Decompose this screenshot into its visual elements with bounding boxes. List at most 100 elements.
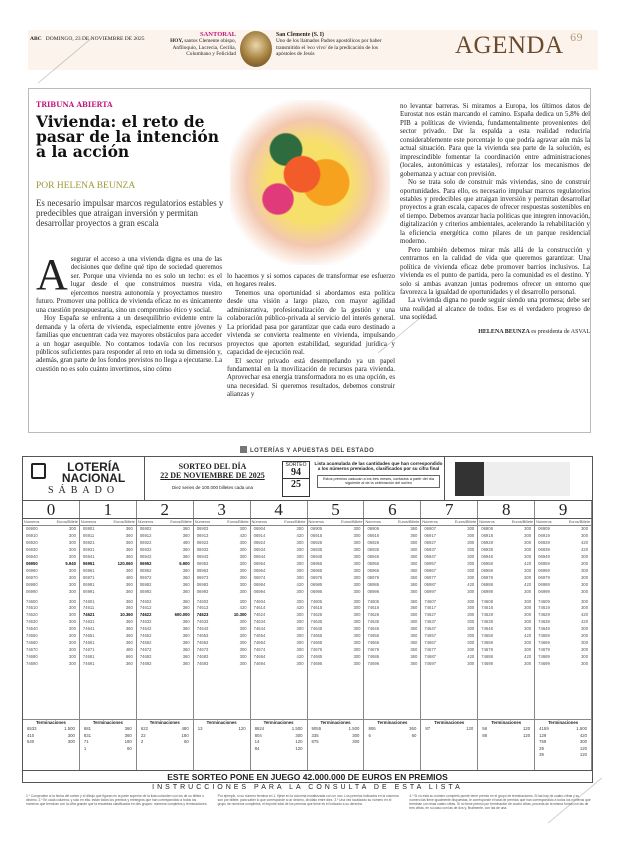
prize-amount: 480 xyxy=(182,539,190,545)
ticket-number: 06920 xyxy=(26,539,38,545)
table-row: 74611 360 xyxy=(80,605,136,612)
prize-amount: 300 xyxy=(353,581,361,587)
ticket-number: 74637 xyxy=(424,619,436,625)
ticket-number: 06952 xyxy=(139,560,152,566)
prize-amount: 360 xyxy=(182,546,190,552)
table-row: 06915 300 xyxy=(308,533,364,540)
table-row: 06959 300 xyxy=(535,561,591,568)
ticket-number: 74609 xyxy=(538,598,550,604)
termination-column: Terminaciones 13 120 xyxy=(194,720,251,770)
table-row: 06990 300 xyxy=(23,589,79,596)
prize-amount: 300 xyxy=(467,526,475,531)
table-row: 74607 300 xyxy=(421,599,477,606)
column-header: Números Euros/Billete xyxy=(535,520,592,526)
header-band xyxy=(28,30,598,70)
digit-header: 4 xyxy=(251,501,308,519)
ticket-number: 74694 xyxy=(253,661,266,667)
prize-amount: 300 xyxy=(524,661,532,667)
table-row: 06961 360 xyxy=(80,568,136,575)
prize-amount: 360 xyxy=(125,633,133,639)
prize-amount: 300 xyxy=(581,526,589,531)
number-column: Números Euros/Billete 06908 300 06918 300 0692… xyxy=(478,519,536,719)
prize-amount: 300 xyxy=(296,588,304,594)
ticket-number: 06911 xyxy=(82,532,95,538)
table-row: 74640 300 xyxy=(23,626,79,633)
prize-amount: 360 xyxy=(125,526,133,531)
prize-amount: 300 xyxy=(467,553,475,559)
termination-column: Terminaciones 6533 1.500 410 300 540 300 xyxy=(23,720,80,770)
ticket-number: 06936 xyxy=(367,546,380,552)
article-kicker: TRIBUNA ABIERTA xyxy=(36,100,113,109)
prize-amount: 360 xyxy=(182,532,190,538)
ticket-number: 06934 xyxy=(253,546,266,552)
table-row: 06967 300 xyxy=(421,568,477,575)
ticket-number: 06940 xyxy=(26,553,38,559)
ticket-number: 74613 xyxy=(196,605,209,611)
ticket-number: 74670 xyxy=(26,647,38,653)
prize-amount: 300 xyxy=(467,612,475,618)
ticket-number: 06965 xyxy=(310,567,323,573)
table-row: 06980 300 xyxy=(23,582,79,589)
prize-amount: 300 xyxy=(239,598,247,604)
ticket-number: 74601 xyxy=(82,598,95,604)
number-column: Números Euros/Billete 06901 360 06911 360 0692… xyxy=(79,519,137,719)
table-row: 74696 360 xyxy=(364,661,420,668)
prize-amount: 300 xyxy=(68,661,76,667)
ticket-number: 06984 xyxy=(253,581,266,587)
table-row: 74690 300 xyxy=(23,661,79,668)
table-row: 74677 300 xyxy=(421,647,477,654)
termination-row: 13 120 xyxy=(197,726,246,732)
prize-amount: 300 xyxy=(353,647,361,653)
ticket-number: 74671 xyxy=(82,647,95,653)
ticket-number: 74621 xyxy=(82,612,95,618)
ticket-number: 06979 xyxy=(538,574,550,580)
termination-row: 71 180 xyxy=(83,739,132,745)
table-row: 06928 300 xyxy=(478,540,534,547)
prize-amount: 420 xyxy=(581,619,589,625)
table-row: 06910 300 xyxy=(23,533,79,540)
ticket-number: 74657 xyxy=(424,633,436,639)
ticket-number: 06972 xyxy=(139,574,152,580)
ticket-number: 06960 xyxy=(26,567,38,573)
prize-amount: 300 xyxy=(353,633,361,639)
table-row: 06916 360 xyxy=(364,533,420,540)
prize-amount: 360 xyxy=(410,588,418,594)
prize-amount: 300 xyxy=(68,647,76,653)
table-row: 74657 300 xyxy=(421,633,477,640)
prize-amount: 300 xyxy=(524,574,532,580)
table-row: 74617 300 xyxy=(421,605,477,612)
prize-amount: 300 xyxy=(353,661,361,667)
ticket-number: 74680 xyxy=(26,654,38,660)
termination-row: 22 180 xyxy=(140,732,189,738)
loteria-logo: LOTERÍA NACIONAL SÁBADO xyxy=(23,457,145,501)
table-row: 06904 300 xyxy=(251,526,307,533)
prize-amount: 360 xyxy=(410,546,418,552)
table-row: 74681 660 xyxy=(80,654,136,661)
ticket-number: 06954 xyxy=(253,560,266,566)
termination-column: Terminaciones 58 120 88 120 xyxy=(478,720,536,770)
termination-row: 6533 1.500 xyxy=(27,726,75,732)
masthead-date: ABC DOMINGO, 23 DE NOVIEMBRE DE 2025 xyxy=(30,36,145,42)
table-row: 06953 300 xyxy=(194,561,250,568)
prize-amount: 10.360 xyxy=(120,612,133,618)
lottery-org: LOTERÍAS Y APUESTAS DEL ESTADO xyxy=(240,446,374,454)
ticket-number: 06922 xyxy=(139,539,152,545)
ticket-number: 06902 xyxy=(139,526,152,531)
table-row: 06911 360 xyxy=(80,533,136,540)
prize-amount: 420 xyxy=(524,633,532,639)
number-column: Números Euros/Billete 06903 300 06913 420 0692… xyxy=(193,519,251,719)
table-row: 06958 420 xyxy=(478,561,534,568)
termination-column: Terminaciones 8624 1.500 804 300 14 120 84 120 xyxy=(251,720,308,770)
prize-amount: 300 xyxy=(353,560,361,566)
table-row: 06934 300 xyxy=(251,547,307,554)
prize-amount: 360 xyxy=(410,612,418,618)
table-row: 06921 360 xyxy=(80,540,136,547)
prize-amount: 360 xyxy=(410,574,418,580)
ticket-number: 06966 xyxy=(367,567,380,573)
termination-row: 681 360 xyxy=(83,726,132,732)
ticket-number: 06981 xyxy=(82,581,95,587)
ticket-number: 06928 xyxy=(481,539,493,545)
prize-amount: 300 xyxy=(68,612,76,618)
table-row: 06920 300 xyxy=(23,540,79,547)
